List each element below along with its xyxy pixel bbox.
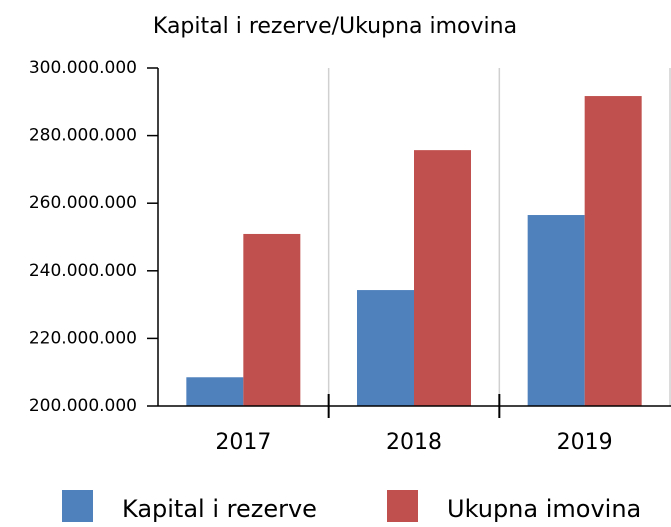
- y-tick-label: 300.000.000: [29, 58, 137, 78]
- x-tick-label: 2018: [386, 430, 442, 455]
- legend-label: Ukupna imovina: [447, 495, 641, 523]
- legend-swatch: [387, 490, 418, 522]
- y-tick-label: 240.000.000: [29, 261, 137, 281]
- bar: [527, 215, 585, 406]
- y-tick-label: 220.000.000: [29, 328, 137, 348]
- bar: [243, 233, 301, 406]
- y-tick-label: 260.000.000: [29, 193, 137, 213]
- legend-label: Kapital i rezerve: [122, 495, 317, 523]
- x-tick-label: 2019: [557, 430, 613, 455]
- bar: [584, 96, 642, 406]
- y-tick-label: 280.000.000: [29, 126, 137, 146]
- bar: [414, 150, 471, 406]
- legend-swatch: [62, 490, 93, 522]
- bar: [186, 377, 244, 406]
- chart-title: Kapital i rezerve/Ukupna imovina: [153, 14, 517, 39]
- x-tick-label: 2017: [215, 430, 271, 455]
- bar: [357, 290, 414, 406]
- y-tick-label: 200.000.000: [29, 396, 137, 416]
